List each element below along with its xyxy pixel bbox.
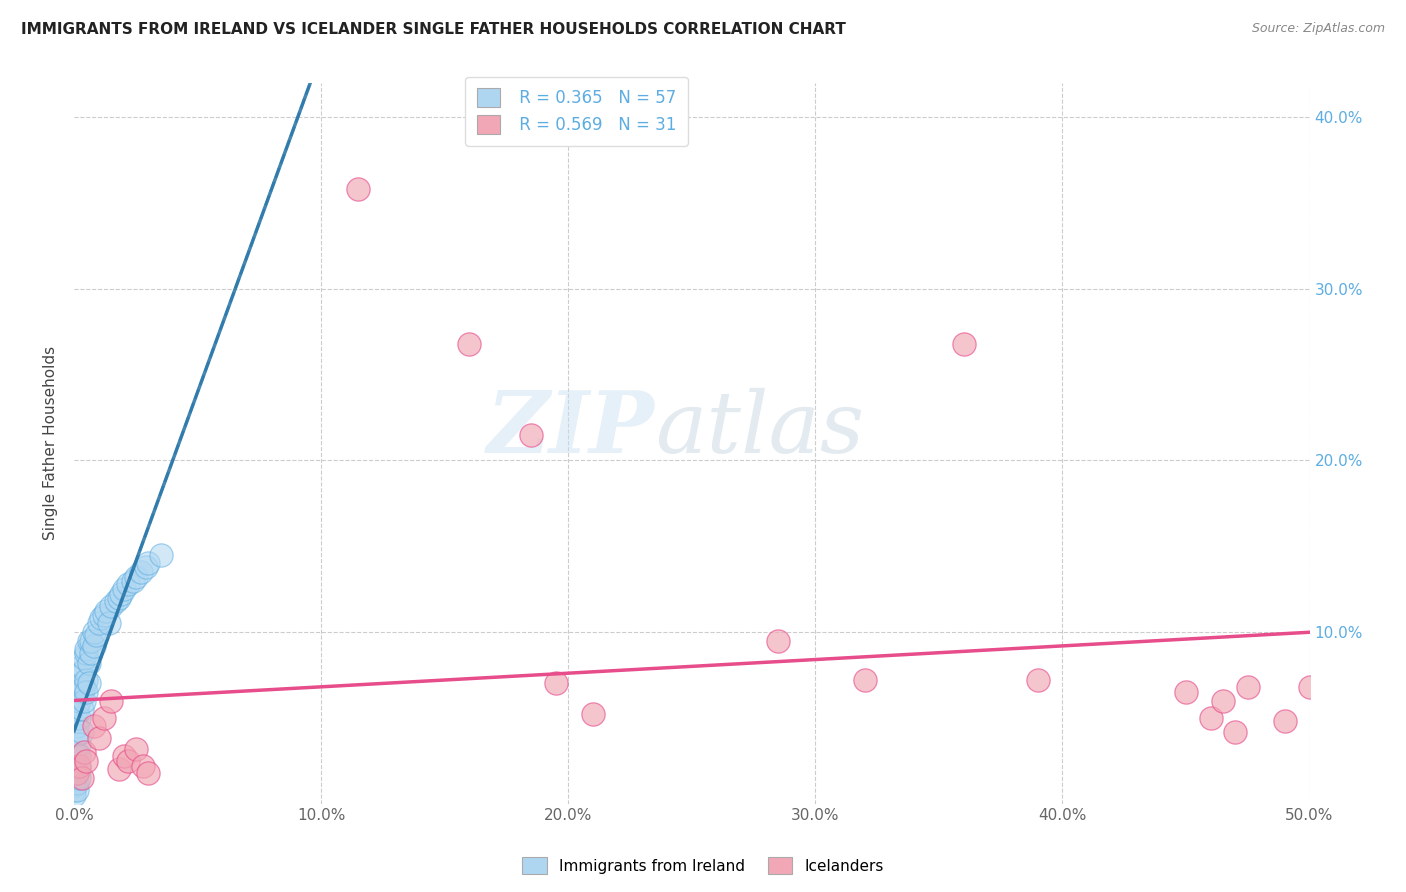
Point bbox=[77, 676, 100, 690]
Point bbox=[73, 693, 96, 707]
Point bbox=[132, 759, 155, 773]
Point bbox=[125, 741, 148, 756]
Point bbox=[136, 765, 159, 780]
Point bbox=[75, 646, 97, 660]
Point bbox=[458, 336, 481, 351]
Point bbox=[1225, 724, 1247, 739]
Point bbox=[70, 659, 93, 673]
Point bbox=[112, 582, 135, 596]
Point bbox=[96, 604, 118, 618]
Point bbox=[67, 693, 90, 707]
Point bbox=[65, 702, 87, 716]
Point bbox=[63, 771, 86, 785]
Point bbox=[110, 587, 132, 601]
Point bbox=[73, 663, 96, 677]
Point bbox=[117, 754, 139, 768]
Point bbox=[97, 616, 120, 631]
Point bbox=[65, 728, 87, 742]
Point bbox=[65, 754, 87, 768]
Point bbox=[129, 565, 152, 579]
Point bbox=[75, 685, 97, 699]
Point bbox=[83, 719, 105, 733]
Point bbox=[70, 724, 93, 739]
Point bbox=[125, 570, 148, 584]
Point bbox=[70, 676, 93, 690]
Point bbox=[100, 599, 122, 614]
Point bbox=[117, 577, 139, 591]
Point bbox=[67, 737, 90, 751]
Point bbox=[65, 745, 87, 759]
Point bbox=[77, 633, 100, 648]
Point bbox=[65, 783, 87, 797]
Point bbox=[86, 628, 108, 642]
Point bbox=[80, 646, 103, 660]
Point bbox=[65, 776, 87, 790]
Point bbox=[83, 625, 105, 640]
Point bbox=[136, 557, 159, 571]
Point bbox=[73, 680, 96, 694]
Point bbox=[75, 642, 97, 657]
Point bbox=[107, 762, 129, 776]
Point bbox=[520, 427, 543, 442]
Point bbox=[1026, 673, 1049, 687]
Point bbox=[1236, 680, 1258, 694]
Point bbox=[105, 594, 128, 608]
Point bbox=[1298, 680, 1320, 694]
Point bbox=[65, 719, 87, 733]
Point bbox=[1212, 693, 1234, 707]
Point bbox=[90, 611, 112, 625]
Y-axis label: Single Father Households: Single Father Households bbox=[44, 346, 58, 541]
Point bbox=[149, 548, 172, 562]
Point bbox=[70, 702, 93, 716]
Point bbox=[100, 693, 122, 707]
Point bbox=[70, 668, 93, 682]
Point bbox=[135, 559, 157, 574]
Point bbox=[347, 182, 370, 196]
Point bbox=[952, 336, 974, 351]
Point bbox=[93, 711, 115, 725]
Point bbox=[83, 639, 105, 653]
Point bbox=[1199, 711, 1222, 725]
Point bbox=[582, 707, 605, 722]
Point bbox=[544, 676, 567, 690]
Point bbox=[70, 685, 93, 699]
Point bbox=[1175, 685, 1198, 699]
Point bbox=[67, 771, 90, 785]
Point bbox=[93, 607, 115, 622]
Point bbox=[77, 656, 100, 670]
Point bbox=[65, 765, 87, 780]
Point bbox=[67, 748, 90, 763]
Point bbox=[80, 633, 103, 648]
Point bbox=[768, 633, 790, 648]
Point bbox=[65, 765, 87, 780]
Point bbox=[67, 711, 90, 725]
Point bbox=[112, 748, 135, 763]
Point bbox=[87, 616, 110, 631]
Point bbox=[63, 788, 86, 802]
Point bbox=[73, 745, 96, 759]
Point bbox=[107, 591, 129, 605]
Point bbox=[853, 673, 876, 687]
Text: Source: ZipAtlas.com: Source: ZipAtlas.com bbox=[1251, 22, 1385, 36]
Text: atlas: atlas bbox=[655, 387, 863, 470]
Point bbox=[63, 783, 86, 797]
Point bbox=[87, 731, 110, 746]
Text: ZIP: ZIP bbox=[486, 387, 655, 471]
Legend: Immigrants from Ireland, Icelanders: Immigrants from Ireland, Icelanders bbox=[516, 851, 890, 880]
Point bbox=[1274, 714, 1296, 729]
Point bbox=[63, 780, 86, 794]
Point bbox=[75, 673, 97, 687]
Point bbox=[75, 754, 97, 768]
Point bbox=[67, 759, 90, 773]
Text: IMMIGRANTS FROM IRELAND VS ICELANDER SINGLE FATHER HOUSEHOLDS CORRELATION CHART: IMMIGRANTS FROM IRELAND VS ICELANDER SIN… bbox=[21, 22, 846, 37]
Legend:  R = 0.365   N = 57,  R = 0.569   N = 31: R = 0.365 N = 57, R = 0.569 N = 31 bbox=[465, 77, 688, 145]
Point bbox=[70, 771, 93, 785]
Point bbox=[67, 762, 90, 776]
Point bbox=[122, 574, 145, 588]
Point bbox=[73, 650, 96, 665]
